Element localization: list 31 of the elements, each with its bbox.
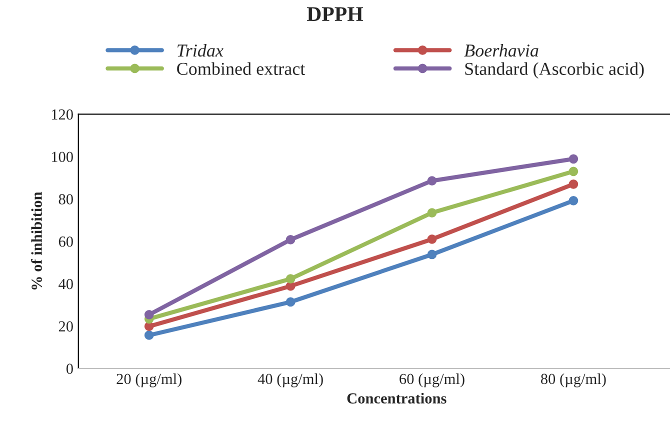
- y-tick-label: 100: [52, 152, 73, 162]
- x-axis-title: Concentrations: [347, 392, 446, 404]
- x-tick-label: 20 (µg/ml): [116, 373, 182, 388]
- chart-title: DPPH: [307, 7, 364, 21]
- legend-label: Standard (Ascorbic acid): [465, 62, 644, 79]
- y-axis-title: % of inhibition: [31, 192, 42, 290]
- point: [427, 176, 437, 186]
- y-tick-label: 80: [58, 194, 73, 204]
- legend-label: Tridax: [178, 44, 224, 57]
- x-tick-label: 40 (µg/ml): [258, 373, 323, 388]
- y-tick-label: 0: [66, 364, 73, 374]
- point: [286, 297, 296, 307]
- point: [144, 330, 154, 340]
- point: [286, 274, 296, 284]
- point: [568, 179, 578, 189]
- y-tick-label: 20: [58, 321, 73, 332]
- y-tick-label: 60: [58, 236, 73, 247]
- y-tick-label: 120: [52, 109, 73, 120]
- y-tick-label: 40: [58, 278, 73, 290]
- point: [427, 208, 437, 218]
- legend-label: Combined extract: [177, 62, 306, 75]
- point: [144, 310, 154, 320]
- point: [286, 234, 296, 244]
- point: [568, 166, 578, 176]
- x-tick-label: 60 (µg/ml): [400, 373, 464, 388]
- point: [568, 154, 578, 164]
- x-tick-label: 80 (µg/ml): [540, 373, 606, 388]
- point: [427, 250, 437, 260]
- point: [427, 234, 437, 244]
- legend-label: Boerhavia: [464, 44, 538, 57]
- point: [568, 196, 578, 206]
